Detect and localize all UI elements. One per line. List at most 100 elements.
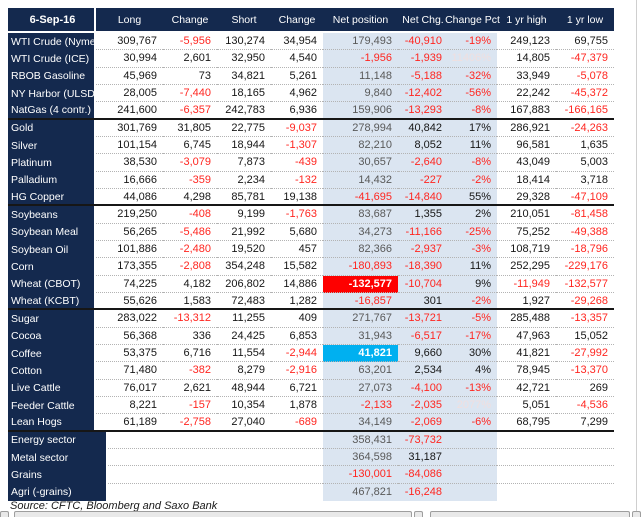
cell-change-long: 31,805 — [163, 120, 217, 137]
cell-change-long: 2,601 — [163, 50, 217, 68]
table-row: Gold 301,769 31,805 22,775 -9,037 278,994 40,8… — [8, 119, 614, 137]
cell-1yr-high: 18,414 — [497, 172, 556, 189]
cell-1yr-low: 69,755 — [556, 33, 614, 51]
cell-change-pct: -2% — [448, 171, 497, 189]
cell-1yr-low: -81,458 — [556, 206, 614, 224]
frame-edge — [636, 0, 637, 511]
col-header-short: Short — [231, 13, 257, 26]
cell-1yr-high: 33,949 — [497, 68, 556, 85]
cell-change-pct: 11406% — [448, 50, 497, 68]
cell-1yr-high: 249,123 — [497, 33, 556, 51]
cell-change-pct — [448, 448, 497, 467]
cell-1yr-low: -132,577 — [556, 276, 614, 293]
cell-long: 74,225 — [96, 276, 163, 293]
cell-net-change: -10,704 — [398, 275, 448, 293]
cell-change-long: 4,298 — [183, 190, 211, 203]
row-label: HG Copper — [8, 188, 96, 205]
cell-1yr-high: 43,049 — [497, 154, 556, 172]
cell-change-short: 5,680 — [271, 224, 323, 241]
empty-cells — [108, 483, 323, 501]
col-header-change-long: Change — [171, 13, 209, 26]
scrollbar-track[interactable] — [14, 511, 412, 517]
cell-net-position: 358,431 — [323, 431, 398, 449]
cell-net-change: -2,937 — [398, 240, 448, 259]
cell-1yr-low: -4,536 — [556, 397, 614, 415]
cell-1yr-high: 78,945 — [497, 362, 556, 380]
cell-change-pct: -2% — [448, 292, 497, 309]
date-header: 6-Sep-16 — [8, 8, 96, 31]
cell-change-long: 2,621 — [163, 380, 217, 397]
col-header-net-chg: Net Chg. — [402, 13, 444, 26]
empty-cells — [497, 483, 614, 501]
cell-net-position: -2,133 — [323, 396, 398, 415]
scrollbar-button[interactable] — [0, 511, 9, 517]
cell-short: 18,944 — [217, 137, 271, 155]
cell-change-short: -439 — [271, 154, 323, 172]
cell-long: 76,017 — [96, 380, 163, 397]
cell-change-long: 1,583 — [183, 294, 211, 307]
row-label: Cocoa — [8, 327, 96, 345]
table-row: NatGas (4 contr.) 241,600 -6,357 242,783 6,9… — [8, 102, 614, 120]
cell-net-position: 159,906 — [323, 102, 398, 118]
cell-1yr-high: 14,805 — [497, 50, 556, 68]
cell-short: 19,520 — [217, 241, 271, 259]
row-label: Soybean Meal — [8, 223, 96, 241]
row-label: Soybeans — [8, 206, 96, 224]
cell-net-change: -73,732 — [398, 431, 448, 449]
cell-net-change: -40,910 — [398, 33, 448, 51]
cell-change-short: 15,582 — [271, 258, 323, 276]
scrollbar-track[interactable] — [430, 511, 630, 517]
cell-change-short: 4,540 — [271, 50, 323, 68]
empty-cells — [108, 466, 323, 484]
cell-long: 61,189 — [123, 415, 157, 428]
table-row: NY Harbor (ULSD) 28,005 -7,440 18,165 4,962 9… — [8, 84, 614, 103]
sector-row: Energy sector 358,431 -73,732 — [8, 431, 614, 449]
cell-long: 173,355 — [96, 258, 163, 276]
sector-row: Agri (-grains) 467,821 -16,248 — [8, 483, 614, 501]
table-row: Wheat (CBOT) 74,225 4,182 206,802 14,886 -132… — [8, 275, 614, 293]
row-label: Energy sector — [8, 431, 108, 449]
cell-change-short: 409 — [271, 310, 323, 328]
cell-change-pct — [448, 431, 497, 449]
row-label: Coffee — [8, 344, 96, 363]
cell-change-short: 5,261 — [271, 68, 323, 85]
col-header-long: Long — [117, 13, 142, 26]
cell-change-long: -7,440 — [163, 85, 217, 103]
cell-1yr-low: -18,796 — [556, 241, 614, 259]
cell-net-change: -2,640 — [398, 154, 448, 172]
cell-short: 85,781 — [231, 190, 265, 203]
cell-long: 101,154 — [96, 137, 163, 155]
cell-change-short: 1,878 — [271, 397, 323, 415]
cell-1yr-low: -24,263 — [556, 120, 614, 137]
row-label: Sugar — [8, 310, 96, 328]
cell-change-short: 6,936 — [289, 103, 317, 116]
row-label: Feeder Cattle — [8, 396, 96, 415]
row-label: Grains — [8, 466, 108, 484]
cell-change-pct: 17% — [448, 119, 497, 137]
cell-change-short: -689 — [294, 415, 317, 428]
sector-row: Metal sector 364,598 31,187 — [8, 448, 614, 467]
cell-change-pct: -5% — [448, 310, 497, 328]
cell-net-change: 40,842 — [398, 119, 448, 137]
cell-long: 44,086 — [123, 190, 157, 203]
cell-1yr-high: 1,927 — [522, 294, 550, 307]
cell-net-change: -18,390 — [398, 258, 448, 276]
cell-change-short: -132 — [271, 172, 323, 189]
table-row: Lean Hogs 61,189 -2,758 27,040 -689 34,149 -2,… — [8, 414, 614, 432]
scrollbar-button[interactable] — [414, 511, 423, 517]
cell-net-change: -11,166 — [398, 223, 448, 241]
table-row: Cocoa 56,368 336 24,425 6,853 31,943 -6,517 -17… — [8, 327, 614, 345]
cell-change-long: -2,758 — [179, 415, 211, 428]
cell-net-position: 82,366 — [323, 240, 398, 259]
cell-change-short: 457 — [271, 241, 323, 259]
cell-net-change: -1,939 — [398, 50, 448, 68]
cell-net-position: -1,956 — [323, 50, 398, 68]
cell-1yr-low: -47,109 — [570, 190, 608, 203]
cell-1yr-low: -27,992 — [556, 345, 614, 363]
cell-1yr-high: 41,821 — [497, 345, 556, 363]
cell-net-position: 27,073 — [323, 379, 398, 397]
cell-change-long: 6,745 — [163, 137, 217, 155]
cell-net-change: -5,188 — [398, 67, 448, 85]
scrollbar-button[interactable] — [632, 511, 641, 517]
cell-net-change: -16,248 — [398, 483, 448, 501]
